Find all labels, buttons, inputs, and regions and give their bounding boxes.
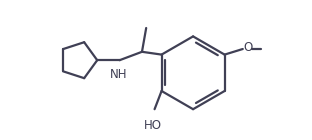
Text: NH: NH (110, 68, 127, 81)
Text: HO: HO (144, 119, 162, 132)
Text: O: O (243, 41, 252, 54)
